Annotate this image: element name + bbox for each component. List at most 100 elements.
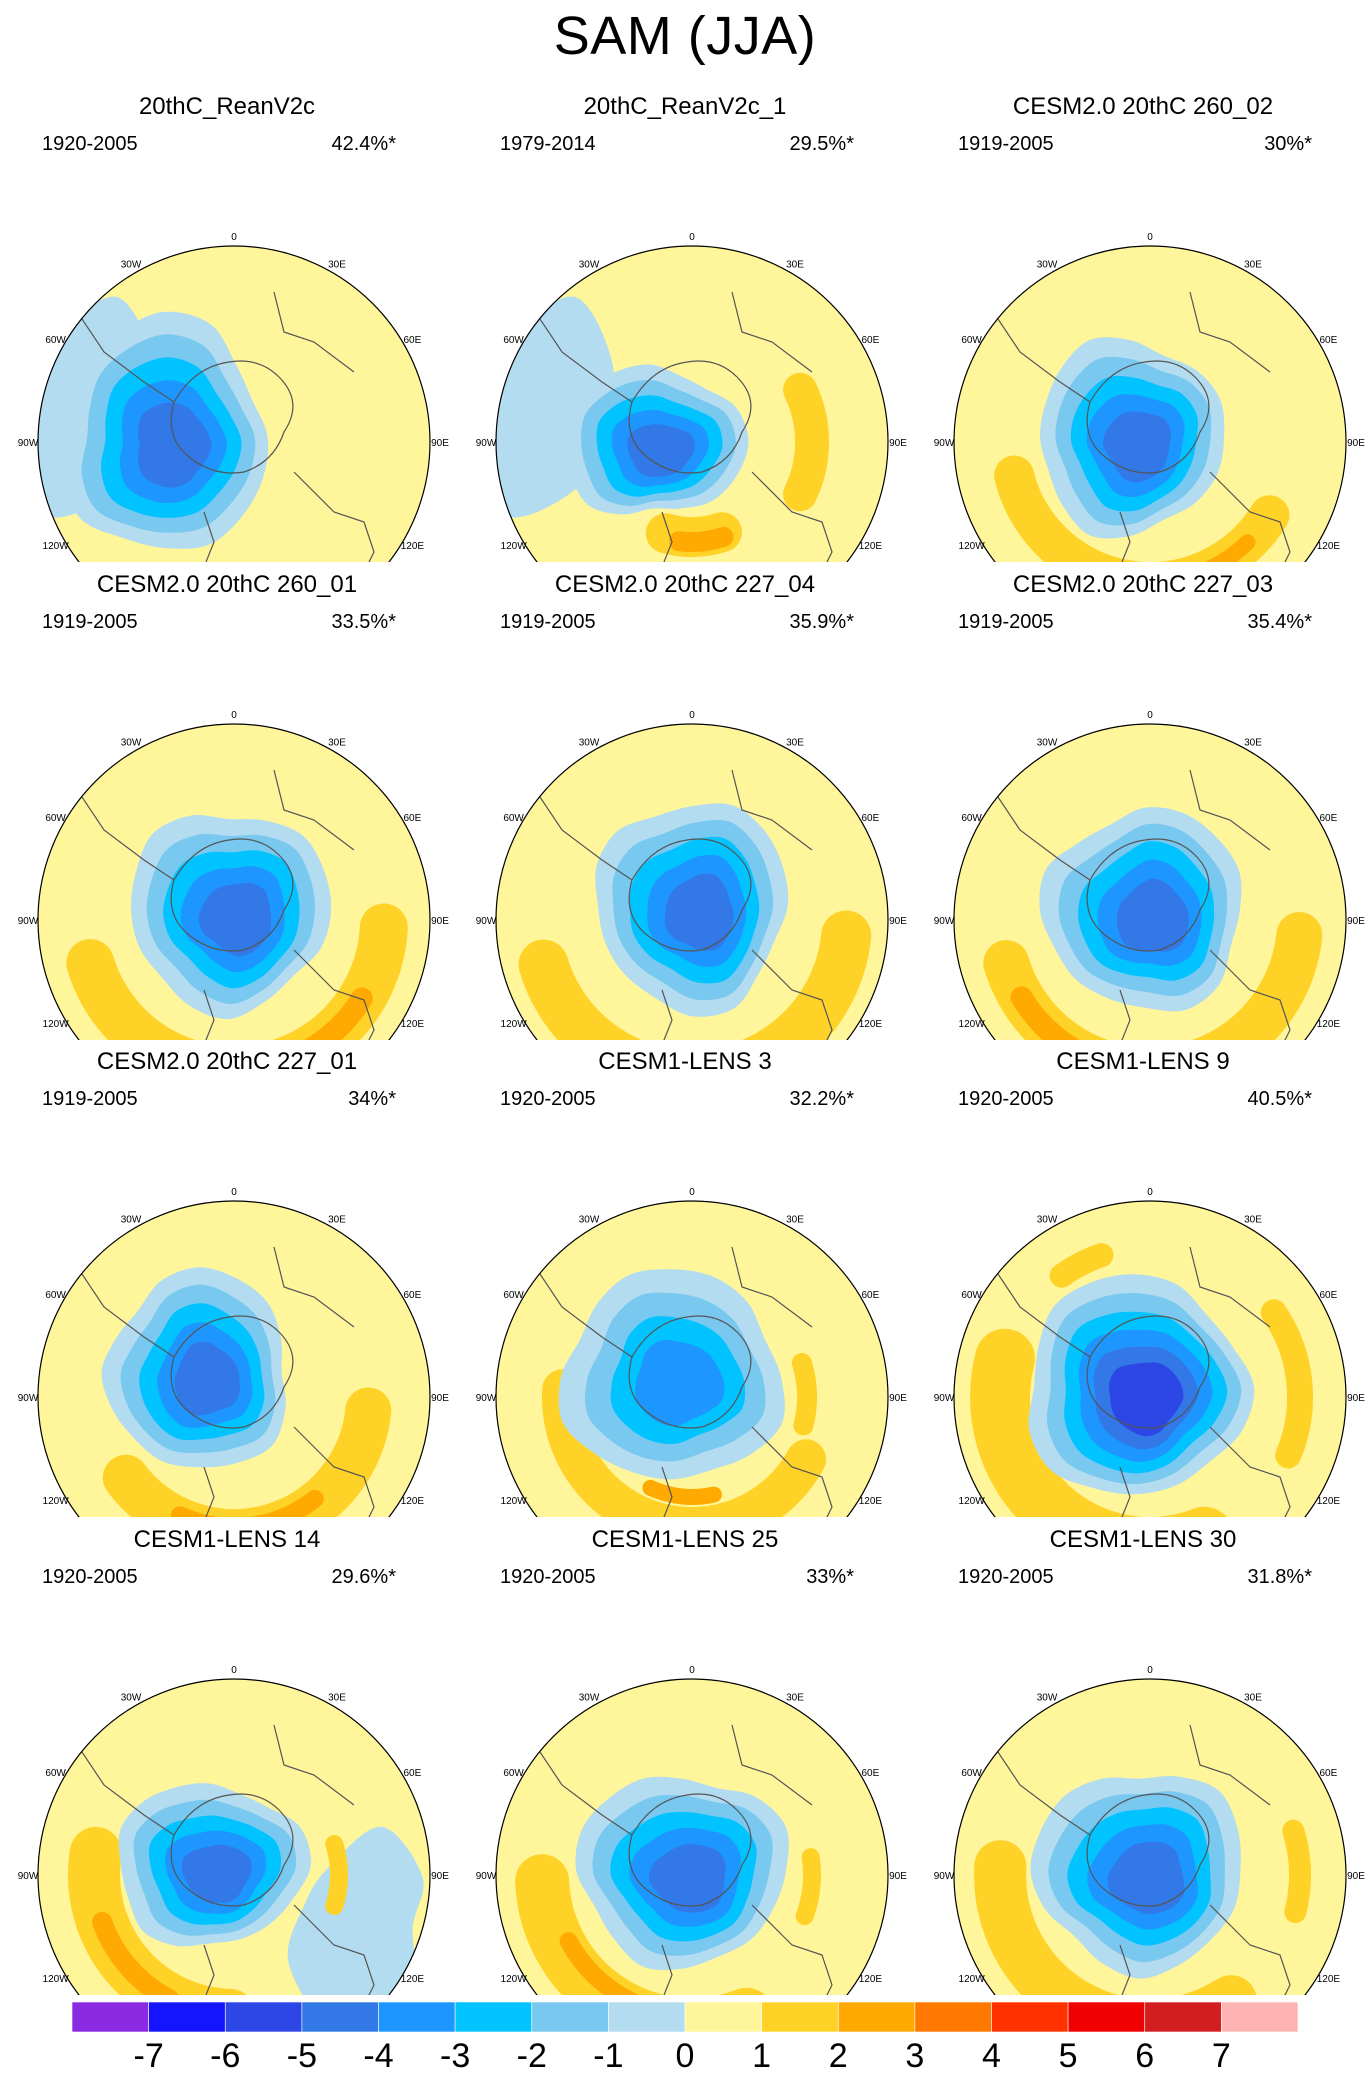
- colorbar-segment: [72, 2002, 149, 2032]
- lon-label-90w: 90W: [934, 1871, 955, 1882]
- coastline-3: [1189, 769, 1271, 851]
- coastline-1: [170, 360, 294, 474]
- panel-variance: 42.4%*: [331, 133, 397, 155]
- coastline-1: [1086, 1793, 1210, 1907]
- lon-label-120w: 120W: [959, 1496, 986, 1507]
- map-panel: CESM1-LENS 9 1920-2005 40.5%* 0 30E 60E 90E 120…: [916, 1047, 1370, 1517]
- colorbar-tick-label: 1: [752, 2037, 772, 2075]
- lon-label-60e: 60E: [1320, 1290, 1338, 1301]
- lon-label-30w: 30W: [1037, 1215, 1058, 1226]
- lon-label-90w: 90W: [18, 1393, 39, 1404]
- coastline-5: [1119, 511, 1136, 562]
- panel-variance: 33%*: [806, 1566, 854, 1588]
- panel-title: CESM2.0 20thC 227_04: [554, 571, 816, 598]
- lon-label-0: 0: [231, 1187, 237, 1198]
- colorbar-segment: [608, 2002, 686, 2032]
- positive-band-2: [1010, 986, 1165, 1040]
- lon-label-120w: 120W: [959, 541, 986, 552]
- coastline-1: [628, 1315, 752, 1429]
- polar-map: 030E60E90E120E150E180150W120W90W60W30W: [934, 710, 1365, 1040]
- lon-label-60w: 60W: [45, 1290, 66, 1301]
- positive-band-2: [1282, 1819, 1311, 1924]
- colorbar-tick-label: 2: [828, 2037, 848, 2075]
- colorbar-segment: [1067, 2002, 1145, 2032]
- map-panel: CESM1-LENS 14 1920-2005 29.6%* 0 30E 60E 90E 12…: [0, 1525, 454, 1995]
- colorbar-segment: [378, 2002, 456, 2032]
- positive-band-2: [559, 1932, 643, 1995]
- lon-label-60e: 60E: [404, 813, 422, 824]
- polar-map: 030E60E90E120E150E180150W120W90W60W30W: [18, 1187, 449, 1517]
- panel-title: CESM1-LENS 9: [1056, 1048, 1230, 1075]
- panel-title: CESM1-LENS 30: [1049, 1526, 1237, 1553]
- map-boundary: [495, 245, 889, 562]
- coastline-5: [661, 511, 678, 562]
- lon-label-120e: 120E: [1317, 1019, 1341, 1030]
- coastline-4: [293, 1426, 375, 1517]
- lon-label-30w: 30W: [579, 260, 600, 271]
- lon-label-60e: 60E: [862, 1768, 880, 1779]
- lon-label-30e: 30E: [786, 1215, 804, 1226]
- map-boundary: [495, 723, 889, 1040]
- lon-label-90w: 90W: [934, 916, 955, 927]
- colorbar-segment: [837, 2002, 916, 2032]
- lon-label-90e: 90E: [889, 1871, 907, 1882]
- coastline-5: [1119, 1944, 1136, 1995]
- colorbar-tick-label: 7: [1211, 2037, 1231, 2075]
- coastline-4: [1209, 949, 1291, 1040]
- lon-label-0: 0: [689, 1665, 695, 1676]
- coastline-5: [203, 1466, 220, 1517]
- map-boundary: [953, 723, 1347, 1040]
- colorbar-tick-label: -7: [133, 2037, 164, 2075]
- coastline-3: [1189, 291, 1271, 373]
- lon-label-120e: 120E: [1317, 541, 1341, 552]
- panel-variance: 35.4%*: [1247, 611, 1313, 633]
- lon-label-60w: 60W: [503, 1768, 524, 1779]
- lon-label-90e: 90E: [431, 438, 449, 449]
- map-panel: CESM2.0 20thC 227_04 1919-2005 35.9%* 0 30E 6…: [458, 570, 912, 1040]
- lon-label-60e: 60E: [1320, 335, 1338, 346]
- lon-label-120w: 120W: [43, 1496, 70, 1507]
- figure-title: SAM (JJA): [553, 6, 817, 66]
- lon-label-30w: 30W: [1037, 260, 1058, 271]
- positive-band-3: [325, 1835, 348, 1915]
- coastline-4: [751, 1426, 833, 1517]
- colorbar-segment: [454, 2002, 533, 2032]
- coastline-3: [273, 1246, 355, 1328]
- negative-core-contour-4: [635, 1340, 725, 1426]
- lon-label-60w: 60W: [503, 335, 524, 346]
- panel-period: 1920-2005: [42, 1566, 138, 1588]
- negative-core-contour-5: [664, 873, 734, 951]
- lon-label-60w: 60W: [503, 813, 524, 824]
- lon-label-30e: 30E: [786, 738, 804, 749]
- map-panel: CESM2.0 20thC 260_02 1919-2005 30%* 0 30E 60E…: [916, 92, 1370, 562]
- lon-label-0: 0: [689, 1187, 695, 1198]
- polar-map: 030E60E90E120E150E180150W120W90W60W30W: [476, 1665, 907, 1995]
- map-boundary: [495, 1200, 889, 1517]
- panel-title: CESM1-LENS 25: [591, 1526, 779, 1553]
- lon-label-90e: 90E: [1347, 916, 1365, 927]
- coastline-5: [1119, 989, 1136, 1040]
- panel-title: 20thC_ReanV2c: [138, 93, 316, 120]
- map-boundary: [953, 1678, 1347, 1995]
- panel-variance: 32.2%*: [789, 1088, 855, 1110]
- negative-core-contour-5: [648, 1844, 726, 1913]
- coastline-1: [628, 838, 752, 952]
- lon-label-30w: 30W: [121, 738, 142, 749]
- lon-label-90e: 90E: [1347, 1871, 1365, 1882]
- negative-core-contour-5: [1103, 411, 1172, 483]
- panel-period: 1919-2005: [958, 133, 1054, 155]
- lon-label-30w: 30W: [121, 260, 142, 271]
- panel-period: 1920-2005: [958, 1566, 1054, 1588]
- coastline-3: [731, 1724, 813, 1806]
- panel-title: CESM1-LENS 14: [133, 1526, 321, 1553]
- lon-label-90w: 90W: [476, 1871, 497, 1882]
- lon-label-0: 0: [689, 232, 695, 243]
- map-panel: CESM2.0 20thC 227_01 1919-2005 34%* 0 30E 60E…: [0, 1047, 454, 1517]
- panel-period: 1920-2005: [500, 1088, 596, 1110]
- colorbar-labels: -7 -6 -5 -4 -3 -2 -1 0 1 2 3 4 5 6 7: [0, 2036, 1370, 2082]
- lon-label-120e: 120E: [859, 1974, 883, 1985]
- coastline-4: [751, 949, 833, 1040]
- colorbar-tick-label: 5: [1058, 2037, 1078, 2075]
- positive-band-2: [669, 526, 734, 552]
- lon-label-60w: 60W: [961, 1290, 982, 1301]
